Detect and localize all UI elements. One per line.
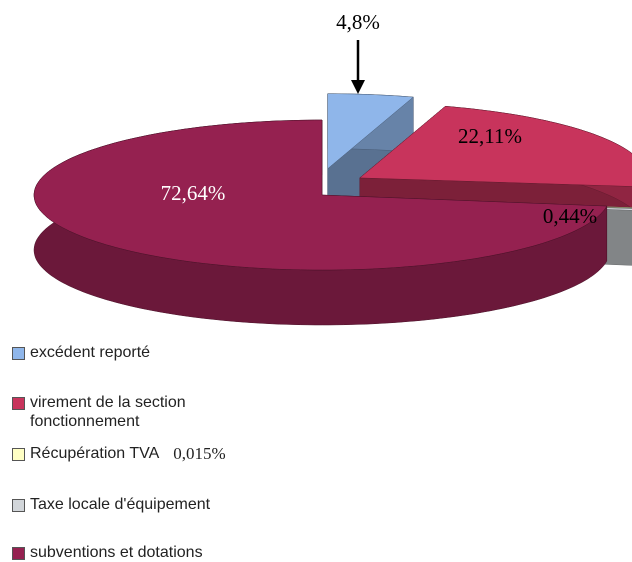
- value-label: 0,44%: [543, 204, 597, 228]
- legend-swatch: [12, 347, 25, 360]
- value-label: 0,015%: [173, 444, 226, 463]
- legend-label: subventions et dotations: [30, 544, 203, 561]
- legend-item: virement de la section fonctionnement: [12, 393, 245, 431]
- legend-label: Récupération TVA: [30, 445, 160, 462]
- legend-item: subventions et dotations: [12, 543, 203, 562]
- legend-label: excédent reporté: [30, 344, 151, 361]
- legend-label: Taxe locale d'équipement: [30, 496, 211, 513]
- legend-item: Taxe locale d'équipement: [12, 495, 210, 514]
- slice: [33, 119, 608, 326]
- legend-swatch: [12, 499, 25, 512]
- slice-top: [359, 106, 632, 187]
- legend-item: excédent reporté: [12, 343, 150, 362]
- value-label: 72,64%: [161, 181, 226, 205]
- value-label: 22,11%: [458, 124, 522, 148]
- legend-swatch: [12, 448, 25, 461]
- value-label: 4,8%: [336, 10, 380, 34]
- slice-top: [33, 119, 608, 271]
- legend-item: Récupération TVA 0,015%: [12, 444, 226, 463]
- slice-top: [327, 93, 414, 170]
- arrow-head: [351, 80, 365, 94]
- legend-label: virement de la section fonctionnement: [30, 394, 186, 430]
- chart: 4,8% 22,11% 0,44% 72,64%: [33, 10, 632, 326]
- legend-swatch: [12, 397, 25, 410]
- legend-swatch: [12, 547, 25, 560]
